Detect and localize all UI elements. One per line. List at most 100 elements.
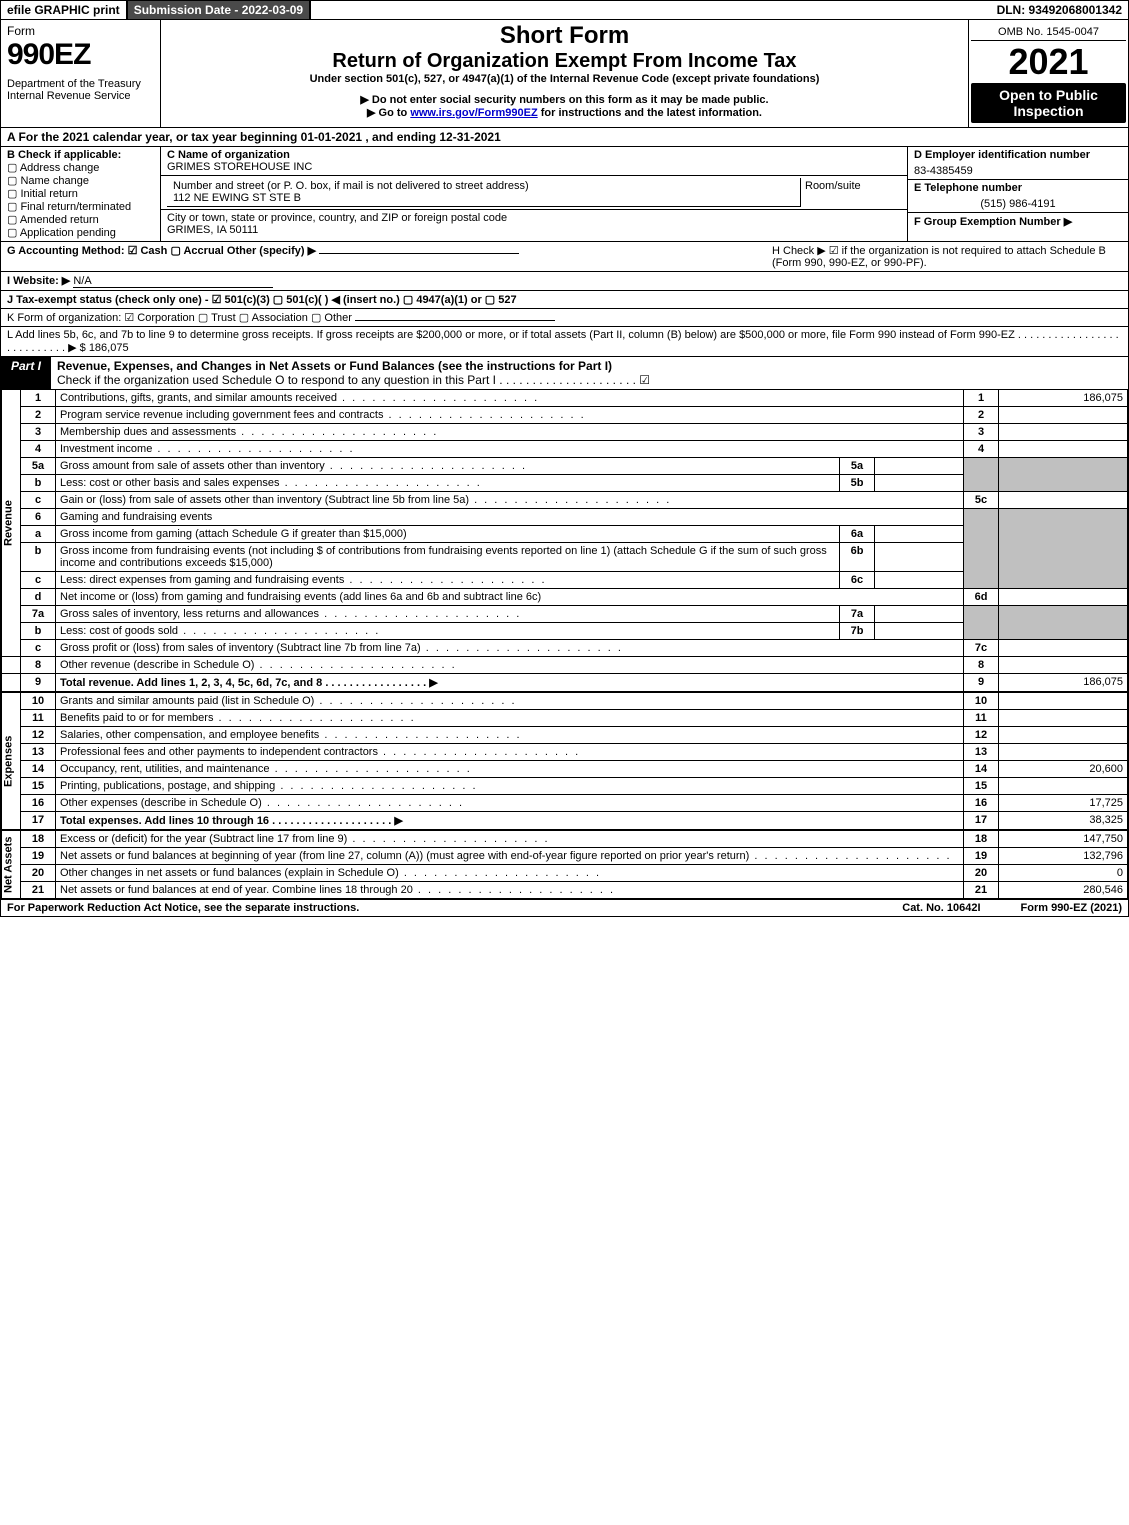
line-12-desc: Salaries, other compensation, and employ… xyxy=(56,727,964,744)
part1-title: Revenue, Expenses, and Changes in Net As… xyxy=(57,359,612,373)
tax-year: 2021 xyxy=(971,41,1126,83)
line-6b-desc: Gross income from fundraising events (no… xyxy=(56,543,840,572)
expenses-label: Expenses xyxy=(2,693,21,830)
return-title: Return of Organization Exempt From Incom… xyxy=(167,50,962,73)
dept-treasury: Department of the Treasury Internal Reve… xyxy=(7,78,154,102)
line-21-desc: Net assets or fund balances at end of ye… xyxy=(56,882,964,899)
row-i: I Website: ▶ N/A xyxy=(1,271,1128,290)
line-18-amt: 147,750 xyxy=(999,831,1128,848)
line-6d-desc: Net income or (loss) from gaming and fun… xyxy=(56,589,964,606)
line-19-amt: 132,796 xyxy=(999,848,1128,865)
revenue-label: Revenue xyxy=(2,390,21,657)
line-18-desc: Excess or (deficit) for the year (Subtra… xyxy=(56,831,964,848)
part1-num: Part I xyxy=(1,357,51,389)
d-ein-value: 83-4385459 xyxy=(908,163,1128,179)
row-l: L Add lines 5b, 6c, and 7b to line 9 to … xyxy=(1,326,1128,356)
line-6c-sub: 6c xyxy=(840,572,875,589)
line-9-desc: Total revenue. Add lines 1, 2, 3, 4, 5c,… xyxy=(56,674,964,692)
line-3-amt xyxy=(999,424,1128,441)
cb-name-change[interactable]: Name change xyxy=(7,174,154,187)
line-14-desc: Occupancy, rent, utilities, and maintena… xyxy=(56,761,964,778)
cb-initial-return[interactable]: Initial return xyxy=(7,187,154,200)
line-5c-amt xyxy=(999,492,1128,509)
line-10-amt xyxy=(999,693,1128,710)
c-name-label: C Name of organization xyxy=(167,149,290,161)
line-16-amt: 17,725 xyxy=(999,795,1128,812)
c-addr-label: Number and street (or P. O. box, if mail… xyxy=(173,180,529,192)
cb-address-change[interactable]: Address change xyxy=(7,161,154,174)
l-amount: 186,075 xyxy=(89,342,129,354)
line-20-desc: Other changes in net assets or fund bala… xyxy=(56,865,964,882)
section-def: D Employer identification number 83-4385… xyxy=(908,147,1128,241)
ssn-warning: ▶ Do not enter social security numbers o… xyxy=(167,93,962,106)
line-5c-desc: Gain or (loss) from sale of assets other… xyxy=(56,492,964,509)
room-suite-label: Room/suite xyxy=(805,180,861,192)
form-number: 990EZ xyxy=(7,38,154,72)
netassets-table: Net Assets 18Excess or (deficit) for the… xyxy=(1,830,1128,899)
omb-number: OMB No. 1545-0047 xyxy=(971,24,1126,41)
line-5b-sub: 5b xyxy=(840,475,875,492)
line-1-desc: Contributions, gifts, grants, and simila… xyxy=(56,390,964,407)
section-b: B Check if applicable: Address change Na… xyxy=(1,147,161,241)
row-gh: G Accounting Method: ☑ Cash ▢ Accrual Ot… xyxy=(1,241,1128,271)
i-website-label: I Website: ▶ xyxy=(7,275,70,287)
line-5a-desc: Gross amount from sale of assets other t… xyxy=(56,458,840,475)
goto-pre: ▶ Go to xyxy=(367,107,410,119)
line-14-amt: 20,600 xyxy=(999,761,1128,778)
line-15-desc: Printing, publications, postage, and shi… xyxy=(56,778,964,795)
open-to-public: Open to Public Inspection xyxy=(971,83,1126,123)
line-5b-desc: Less: cost or other basis and sales expe… xyxy=(56,475,840,492)
i-website-value: N/A xyxy=(73,275,273,288)
cat-no: Cat. No. 10642I xyxy=(902,902,980,914)
cb-amended-return[interactable]: Amended return xyxy=(7,213,154,226)
form-id-footer: Form 990-EZ (2021) xyxy=(1021,902,1122,914)
line-4-amt xyxy=(999,441,1128,458)
line-19-desc: Net assets or fund balances at beginning… xyxy=(56,848,964,865)
row-a-calendar-year: A For the 2021 calendar year, or tax yea… xyxy=(1,127,1128,146)
line-6a-desc: Gross income from gaming (attach Schedul… xyxy=(56,526,840,543)
org-name: GRIMES STOREHOUSE INC xyxy=(167,161,312,173)
line-6c-desc: Less: direct expenses from gaming and fu… xyxy=(56,572,840,589)
b-header: B Check if applicable: xyxy=(7,149,154,161)
part1-header: Part I Revenue, Expenses, and Changes in… xyxy=(1,356,1128,389)
line-17-desc: Total expenses. Add lines 10 through 16 … xyxy=(56,812,964,830)
line-6d-amt xyxy=(999,589,1128,606)
form-container: efile GRAPHIC print Submission Date - 20… xyxy=(0,0,1129,917)
cb-final-return[interactable]: Final return/terminated xyxy=(7,200,154,213)
line-11-amt xyxy=(999,710,1128,727)
line-2-amt xyxy=(999,407,1128,424)
c-city-label: City or town, state or province, country… xyxy=(167,212,507,224)
line-7b-sub: 7b xyxy=(840,623,875,640)
line-10-desc: Grants and similar amounts paid (list in… xyxy=(56,693,964,710)
line-12-amt xyxy=(999,727,1128,744)
line-17-amt: 38,325 xyxy=(999,812,1128,830)
top-bar: efile GRAPHIC print Submission Date - 20… xyxy=(1,1,1128,20)
submission-date: Submission Date - 2022-03-09 xyxy=(128,1,311,19)
goto-post: for instructions and the latest informat… xyxy=(538,107,762,119)
line-6a-sub: 6a xyxy=(840,526,875,543)
part1-sub: Check if the organization used Schedule … xyxy=(57,373,650,387)
expenses-table: Expenses 10Grants and similar amounts pa… xyxy=(1,692,1128,830)
line-13-desc: Professional fees and other payments to … xyxy=(56,744,964,761)
e-phone-value: (515) 986-4191 xyxy=(908,196,1128,212)
line-1-amt: 186,075 xyxy=(999,390,1128,407)
line-7c-amt xyxy=(999,640,1128,657)
dln: DLN: 93492068001342 xyxy=(991,1,1128,19)
line-3-desc: Membership dues and assessments xyxy=(56,424,964,441)
irs-link[interactable]: www.irs.gov/Form990EZ xyxy=(410,107,537,119)
netassets-label: Net Assets xyxy=(2,831,21,899)
efile-print-button[interactable]: efile GRAPHIC print xyxy=(1,1,128,19)
line-21-amt: 280,546 xyxy=(999,882,1128,899)
cb-application-pending[interactable]: Application pending xyxy=(7,226,154,239)
l-text: L Add lines 5b, 6c, and 7b to line 9 to … xyxy=(7,329,1119,354)
line-7a-desc: Gross sales of inventory, less returns a… xyxy=(56,606,840,623)
line-8-amt xyxy=(999,657,1128,674)
line-8-desc: Other revenue (describe in Schedule O) xyxy=(56,657,964,674)
section-c: C Name of organization GRIMES STOREHOUSE… xyxy=(161,147,908,241)
f-group-exemption: F Group Exemption Number ▶ xyxy=(908,212,1128,230)
g-accounting-method: G Accounting Method: ☑ Cash ▢ Accrual Ot… xyxy=(7,244,772,269)
short-form-title: Short Form xyxy=(167,22,962,50)
line-6-desc: Gaming and fundraising events xyxy=(56,509,964,526)
line-16-desc: Other expenses (describe in Schedule O) xyxy=(56,795,964,812)
line-5a-sub: 5a xyxy=(840,458,875,475)
